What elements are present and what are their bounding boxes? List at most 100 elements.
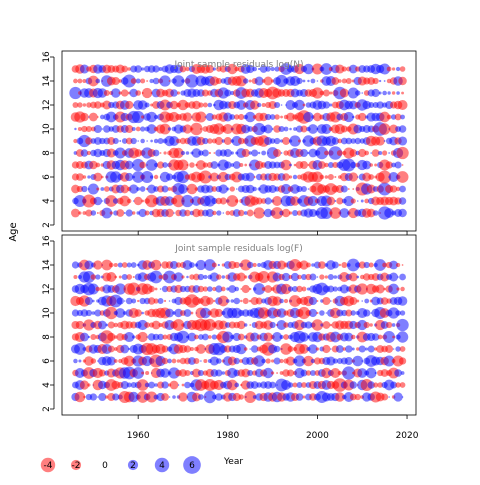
- bubble: [296, 285, 303, 293]
- bubble: [208, 335, 212, 339]
- bubble: [400, 286, 405, 292]
- bubble: [292, 174, 298, 180]
- bubble: [259, 112, 268, 122]
- bubble: [214, 136, 223, 146]
- bubble: [183, 345, 192, 353]
- bubble: [201, 333, 209, 341]
- bubble: [341, 66, 347, 72]
- bubble: [137, 319, 148, 331]
- bubble: [231, 307, 242, 319]
- bubble: [206, 185, 214, 193]
- bubble: [163, 270, 176, 284]
- bubble: [368, 262, 374, 268]
- bubble: [263, 124, 273, 134]
- bubble: [136, 187, 141, 191]
- bubble: [158, 274, 163, 280]
- bubble: [362, 100, 371, 110]
- bubble: [327, 173, 334, 181]
- bubble: [252, 66, 257, 72]
- bubble: [161, 381, 169, 389]
- bubble: [354, 137, 361, 145]
- bubble: [252, 186, 257, 192]
- bubble: [305, 370, 312, 376]
- bubble: [213, 123, 225, 135]
- bubble: [395, 382, 401, 388]
- bubble: [123, 212, 126, 214]
- bubble: [243, 211, 248, 215]
- bubble: [141, 283, 153, 295]
- bubble: [225, 210, 231, 216]
- bubble: [162, 334, 168, 340]
- bubble: [398, 125, 407, 133]
- bubble: [396, 287, 400, 291]
- bubble: [398, 136, 408, 146]
- bubble: [394, 161, 402, 169]
- bubble: [320, 206, 333, 220]
- bubble: [189, 262, 195, 268]
- bubble: [268, 184, 277, 194]
- bubble: [132, 367, 145, 379]
- y-tick-label: 10: [42, 307, 52, 319]
- bubble: [367, 381, 375, 389]
- bubble: [107, 321, 115, 329]
- bubble: [82, 271, 95, 283]
- bubble: [147, 297, 156, 305]
- bubble: [327, 285, 335, 293]
- bubble: [130, 262, 137, 268]
- bubble: [226, 195, 239, 207]
- bubble: [253, 176, 256, 178]
- y-tick-label: 12: [42, 99, 52, 110]
- bubble: [281, 380, 291, 390]
- bubble: [320, 63, 333, 75]
- bubble: [300, 369, 308, 377]
- bubble: [171, 358, 177, 364]
- bubble: [203, 390, 217, 404]
- bubble: [90, 358, 97, 364]
- bubble: [120, 380, 129, 390]
- bubble: [159, 264, 162, 266]
- bubble: [395, 310, 401, 316]
- bubble: [215, 285, 223, 293]
- bubble: [76, 173, 84, 181]
- bubble: [118, 91, 122, 95]
- bubble: [225, 299, 230, 303]
- bubble: [100, 187, 105, 191]
- bubble: [103, 186, 110, 192]
- bubble: [209, 272, 220, 282]
- bubble: [88, 75, 99, 87]
- bubble: [107, 345, 115, 353]
- bubble: [290, 184, 300, 194]
- bubble: [169, 100, 179, 110]
- bubble: [244, 391, 257, 403]
- bubble: [235, 75, 247, 87]
- legend-label: -4: [44, 461, 53, 471]
- bubble: [315, 347, 320, 351]
- bubble: [299, 344, 309, 354]
- bubble: [82, 347, 87, 351]
- bubble: [310, 78, 316, 84]
- bubble: [356, 200, 359, 202]
- bubble: [132, 171, 145, 183]
- bubble: [380, 297, 389, 305]
- bubble: [364, 298, 370, 304]
- bubble: [176, 359, 181, 363]
- bubble: [172, 75, 185, 87]
- bubble: [185, 66, 190, 72]
- bubble: [229, 186, 235, 192]
- bubble: [84, 356, 94, 366]
- bubble: [364, 150, 370, 156]
- bubble: [386, 114, 392, 120]
- bubble: [318, 261, 326, 269]
- bubble: [177, 384, 180, 386]
- bubble: [87, 183, 99, 195]
- bubble: [82, 175, 87, 179]
- bubble: [399, 273, 406, 281]
- bubble: [280, 104, 283, 106]
- bubble: [264, 136, 273, 146]
- bubble: [189, 346, 194, 352]
- bubble: [391, 67, 396, 71]
- bubble: [234, 286, 240, 292]
- bubble: [382, 262, 388, 268]
- bubble: [157, 298, 164, 304]
- bubble: [333, 378, 347, 392]
